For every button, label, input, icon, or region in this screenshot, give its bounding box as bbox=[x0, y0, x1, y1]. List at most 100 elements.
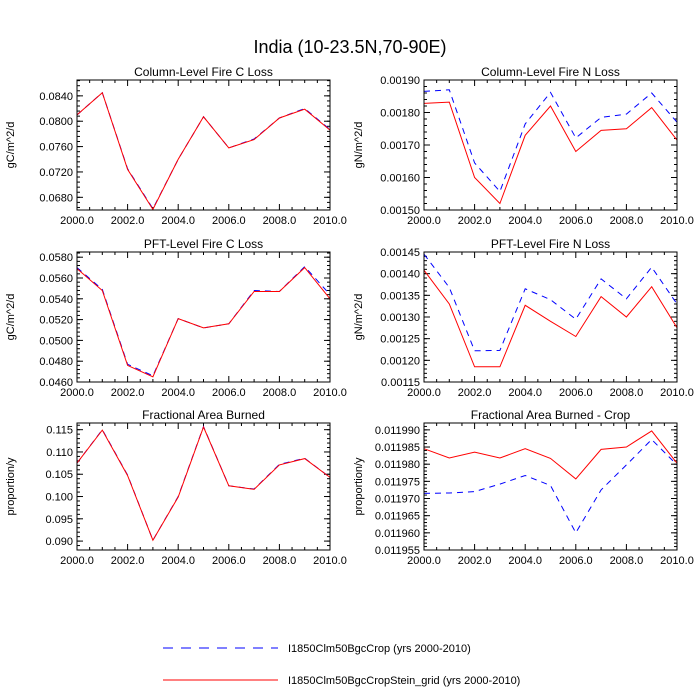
y-tick-label: 0.0680 bbox=[39, 192, 73, 204]
plot-frame bbox=[423, 251, 678, 383]
x-tick-label: 2006.0 bbox=[559, 387, 593, 399]
y-tick-label: 0.00115 bbox=[381, 377, 420, 389]
y-axis-label: gC/m^2/d bbox=[5, 294, 17, 341]
x-tick-label: 2002.0 bbox=[111, 387, 145, 399]
series-line-dashed bbox=[76, 91, 331, 210]
x-tick-label: 2008.0 bbox=[610, 555, 644, 567]
x-tick-label: 2004.0 bbox=[508, 555, 542, 567]
y-tick-label: 0.011985 bbox=[375, 442, 420, 454]
plot-frame bbox=[76, 79, 331, 211]
x-tick-label: 2010.0 bbox=[313, 555, 347, 567]
panels: Column-Level Fire C Loss gC/m^2/d 0.0680 0.… bbox=[5, 65, 694, 567]
series-line-solid bbox=[423, 269, 678, 368]
legend-label-dashed: I1850Clm50BgcCrop (yrs 2000-2010) bbox=[288, 643, 471, 655]
series-line-solid bbox=[76, 266, 331, 378]
x-tick-label: 2000.0 bbox=[407, 215, 441, 227]
x-tick-label: 2000.0 bbox=[60, 387, 94, 399]
y-tick-label: 0.0580 bbox=[39, 252, 73, 264]
x-tick-label: 2006.0 bbox=[559, 215, 593, 227]
x-tick-label: 2004.0 bbox=[508, 387, 542, 399]
x-tick-label: 2000.0 bbox=[60, 555, 94, 567]
y-tick-label: 0.00170 bbox=[380, 140, 420, 152]
series-line-dashed bbox=[76, 265, 331, 377]
y-tick-label: 0.100 bbox=[45, 492, 73, 504]
y-axis-label: gC/m^2/d bbox=[5, 122, 17, 169]
panel-5: Fractional Area Burned proportion/y 0.090 0… bbox=[5, 408, 347, 567]
x-tick-label: 2002.0 bbox=[111, 215, 145, 227]
y-tick-label: 0.105 bbox=[45, 469, 73, 481]
y-tick-label: 0.0540 bbox=[39, 294, 73, 306]
x-tick-label: 2010.0 bbox=[660, 215, 694, 227]
y-tick-label: 0.00190 bbox=[380, 75, 420, 87]
y-tick-label: 0.0560 bbox=[39, 273, 73, 285]
panel-6: Fractional Area Burned - Crop proportion/… bbox=[353, 408, 694, 567]
y-tick-label: 0.00140 bbox=[380, 269, 420, 281]
y-axis-label: proportion/y bbox=[353, 457, 365, 516]
panel-title: Fractional Area Burned bbox=[142, 408, 265, 422]
panel-3: PFT-Level Fire C Loss gC/m^2/d 0.0460 0.048… bbox=[5, 237, 347, 399]
figure-title: India (10-23.5N,70-90E) bbox=[253, 37, 446, 57]
x-tick-label: 2002.0 bbox=[458, 387, 492, 399]
y-tick-label: 0.011975 bbox=[375, 476, 420, 488]
legend: I1850Clm50BgcCrop (yrs 2000-2010) I1850C… bbox=[163, 643, 520, 687]
y-tick-label: 0.00180 bbox=[380, 108, 420, 120]
x-tick-label: 2002.0 bbox=[458, 215, 492, 227]
y-tick-label: 0.00150 bbox=[380, 205, 420, 217]
x-tick-label: 2000.0 bbox=[407, 387, 441, 399]
x-tick-label: 2006.0 bbox=[212, 555, 246, 567]
y-tick-label: 0.0500 bbox=[39, 335, 73, 347]
y-axis-label: gN/m^2/d bbox=[353, 122, 365, 169]
y-tick-label: 0.0460 bbox=[39, 377, 73, 389]
x-tick-label: 2008.0 bbox=[263, 555, 297, 567]
x-tick-label: 2006.0 bbox=[212, 215, 246, 227]
y-tick-label: 0.090 bbox=[45, 536, 73, 548]
y-axis-label: gN/m^2/d bbox=[353, 294, 365, 341]
x-tick-label: 2002.0 bbox=[111, 555, 145, 567]
y-tick-label: 0.00145 bbox=[380, 247, 420, 259]
y-tick-label: 0.00135 bbox=[380, 290, 420, 302]
y-tick-label: 0.115 bbox=[46, 425, 73, 437]
y-tick-label: 0.0760 bbox=[39, 142, 73, 154]
x-tick-label: 2002.0 bbox=[458, 555, 492, 567]
y-tick-label: 0.095 bbox=[45, 514, 73, 526]
panel-title: Column-Level Fire N Loss bbox=[481, 65, 620, 79]
y-axis-label: proportion/y bbox=[5, 457, 17, 516]
y-tick-label: 0.00120 bbox=[380, 355, 420, 367]
legend-label-solid: I1850Clm50BgcCropStein_grid (yrs 2000-20… bbox=[288, 675, 520, 687]
x-tick-label: 2004.0 bbox=[508, 215, 542, 227]
panel-4: PFT-Level Fire N Loss gN/m^2/d 0.00115 0.00… bbox=[353, 237, 694, 399]
y-tick-label: 0.011980 bbox=[375, 459, 420, 471]
x-tick-label: 2004.0 bbox=[161, 555, 195, 567]
y-tick-label: 0.011955 bbox=[375, 545, 420, 557]
x-tick-label: 2006.0 bbox=[212, 387, 246, 399]
x-tick-label: 2010.0 bbox=[660, 555, 694, 567]
y-tick-label: 0.00125 bbox=[380, 334, 420, 346]
y-tick-label: 0.011960 bbox=[375, 528, 420, 540]
x-tick-label: 2010.0 bbox=[313, 215, 347, 227]
panel-title: Fractional Area Burned - Crop bbox=[471, 408, 631, 422]
x-tick-label: 2008.0 bbox=[263, 215, 297, 227]
y-tick-label: 0.011990 bbox=[375, 425, 420, 437]
y-tick-label: 0.0480 bbox=[39, 356, 73, 368]
y-tick-label: 0.0720 bbox=[39, 167, 73, 179]
x-tick-label: 2006.0 bbox=[559, 555, 593, 567]
y-tick-label: 0.0520 bbox=[39, 315, 73, 327]
series-line-dashed bbox=[76, 425, 331, 542]
y-tick-label: 0.011970 bbox=[375, 494, 420, 506]
plot-frame bbox=[423, 422, 678, 551]
x-tick-label: 2008.0 bbox=[610, 215, 644, 227]
plot-frame bbox=[423, 79, 678, 211]
x-tick-label: 2008.0 bbox=[263, 387, 297, 399]
panel-title: Column-Level Fire C Loss bbox=[134, 65, 273, 79]
panel-1: Column-Level Fire C Loss gC/m^2/d 0.0680 0.… bbox=[5, 65, 347, 227]
series-line-solid bbox=[76, 91, 331, 211]
x-tick-label: 2010.0 bbox=[660, 387, 694, 399]
y-tick-label: 0.0800 bbox=[39, 116, 73, 128]
series-line-solid bbox=[423, 101, 678, 205]
x-tick-label: 2010.0 bbox=[313, 387, 347, 399]
panel-title: PFT-Level Fire C Loss bbox=[144, 237, 263, 251]
series-line-solid bbox=[76, 425, 331, 542]
panel-title: PFT-Level Fire N Loss bbox=[491, 237, 610, 251]
series-line-dashed bbox=[423, 438, 678, 534]
